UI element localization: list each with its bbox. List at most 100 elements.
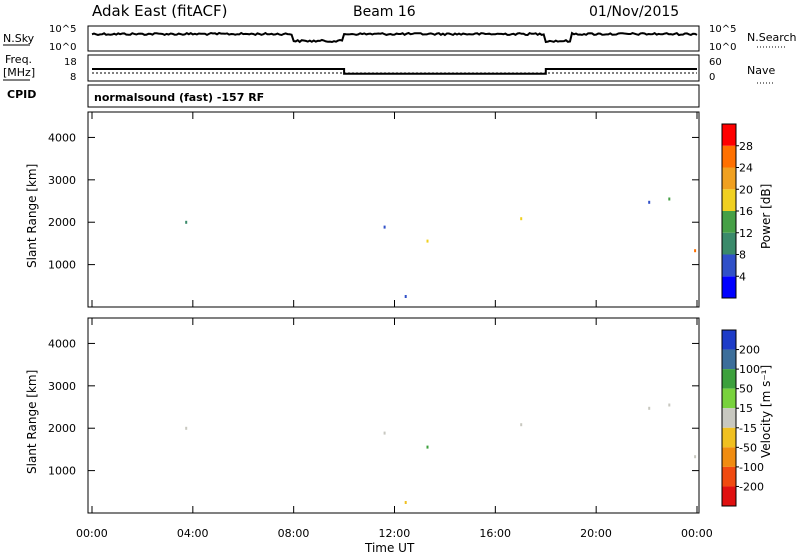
colorbar-step: [722, 388, 736, 409]
y-tick-label: 2000: [48, 216, 76, 229]
velocity-cell: [668, 403, 671, 407]
nsky-label: N.Sky: [3, 32, 35, 45]
ylabel-power: Slant Range [km]: [25, 164, 39, 268]
colorbar-step: [722, 167, 736, 190]
colorbar-tick-label: -200: [739, 480, 764, 493]
power-cell: [694, 249, 697, 253]
velocity-cell: [648, 406, 651, 410]
freq-unit: [MHz]: [3, 66, 35, 79]
power-scatter: [185, 197, 697, 298]
nsky-panel: [87, 25, 700, 52]
nave-label: Nave: [747, 64, 775, 77]
ylabel-velocity: Slant Range [km]: [25, 370, 39, 474]
power-cell: [648, 200, 651, 204]
x-tick-label: 08:00: [278, 527, 310, 540]
colorbar-tick-label: 100: [739, 363, 760, 376]
power-cell: [520, 217, 523, 221]
colorbar-tick-label: 16: [739, 205, 753, 218]
colorbar-step: [722, 189, 736, 211]
site-title: Adak East (fitACF): [92, 2, 227, 20]
power-colorbar: 4 8 12 16 20 24 28: [721, 123, 753, 299]
freq-tick-low: 8: [70, 72, 76, 83]
nave-tick-low: 0: [709, 72, 715, 83]
velocity-colorbar-label: Velocity [m s⁻¹]: [759, 365, 773, 458]
colorbar-step: [722, 124, 736, 146]
colorbar-step: [722, 330, 736, 350]
velocity-cell: [383, 431, 386, 435]
y-tick-label: 2000: [48, 422, 76, 435]
power-panel: [87, 111, 700, 308]
cpid-panel: [87, 84, 700, 108]
freq-tick-high: 18: [64, 57, 77, 68]
colorbar-tick-label: 50: [739, 383, 753, 396]
velocity-scatter: [185, 403, 697, 504]
x-tick-label: 20:00: [580, 527, 612, 540]
colorbar-frame: [721, 329, 737, 507]
nsky-trace: [91, 31, 698, 44]
colorbar-tick-label: -100: [739, 461, 764, 474]
y-tick-label: 4000: [48, 337, 76, 350]
colorbar-step: [722, 349, 736, 370]
beam-title: Beam 16: [353, 4, 416, 20]
power-cell: [185, 220, 188, 224]
axis-ticks: 1000 1000 2000 2000 3000 3000 4000 4000 00:00 04:…: [48, 112, 713, 540]
colorbar-step: [722, 408, 736, 428]
velocity-panel: [87, 317, 700, 514]
x-tick-label: 12:00: [379, 527, 411, 540]
colorbar-step: [722, 369, 736, 389]
velocity-cell: [185, 426, 188, 430]
colorbar-tick-label: 8: [739, 249, 746, 262]
nsky-tick-low: 10^0: [49, 42, 76, 53]
velocity-cell: [694, 455, 697, 459]
colorbar-step: [722, 254, 736, 277]
velocity-cell: [426, 445, 429, 449]
velocity-cell: [404, 501, 407, 504]
colorbar-step: [722, 211, 736, 233]
y-tick-label: 1000: [48, 465, 76, 478]
colorbar-tick-label: -50: [739, 441, 757, 454]
power-colorbar-label: Power [dB]: [759, 184, 773, 249]
power-cell: [426, 239, 429, 243]
colorbar-step: [722, 145, 736, 168]
x-tick-label: 00:00: [681, 527, 713, 540]
power-cell: [383, 225, 386, 229]
nsky-tick-high: 10^5: [49, 24, 76, 35]
nsearch-tick-high: 10^5: [709, 24, 736, 35]
velocity-colorbar: 200 100 50 15 -15 -50 -100 -200: [721, 329, 764, 507]
xlabel: Time UT: [364, 541, 415, 554]
colorbar-tick-label: 12: [739, 227, 753, 240]
x-tick-label: 16:00: [479, 527, 511, 540]
power-cell: [668, 197, 671, 201]
cpid-text: normalsound (fast) -157 RF: [94, 91, 264, 104]
y-tick-label: 3000: [48, 380, 76, 393]
colorbar-step: [722, 466, 736, 487]
nsearch-label: N.Search: [747, 31, 797, 44]
freq-label: Freq.: [5, 53, 32, 66]
colorbar-step: [722, 232, 736, 255]
velocity-cell: [520, 423, 523, 427]
power-cell: [404, 295, 407, 298]
colorbar-tick-label: 24: [739, 162, 753, 175]
colorbar-tick-label: 4: [739, 270, 746, 283]
colorbar-tick-label: -15: [739, 422, 757, 435]
freq-trace: [92, 68, 697, 75]
date-title: 01/Nov/2015: [589, 4, 679, 20]
colorbar-step: [722, 486, 736, 506]
colorbar-tick-label: 15: [739, 402, 753, 415]
y-tick-label: 4000: [48, 131, 76, 144]
y-tick-label: 3000: [48, 174, 76, 187]
freq-panel: [87, 54, 700, 82]
colorbar-tick-label: 200: [739, 344, 760, 357]
x-tick-label: 00:00: [76, 527, 108, 540]
colorbar-step: [722, 427, 736, 448]
colorbar-step: [722, 447, 736, 467]
nave-tick-high: 60: [709, 57, 722, 68]
x-tick-label: 04:00: [177, 527, 209, 540]
nsearch-tick-low: 10^0: [709, 42, 736, 53]
colorbar-tick-label: 28: [739, 140, 753, 153]
y-tick-label: 1000: [48, 259, 76, 272]
colorbar-step: [722, 276, 736, 298]
cpid-label: CPID: [7, 88, 36, 101]
colorbar-tick-label: 20: [739, 183, 753, 196]
